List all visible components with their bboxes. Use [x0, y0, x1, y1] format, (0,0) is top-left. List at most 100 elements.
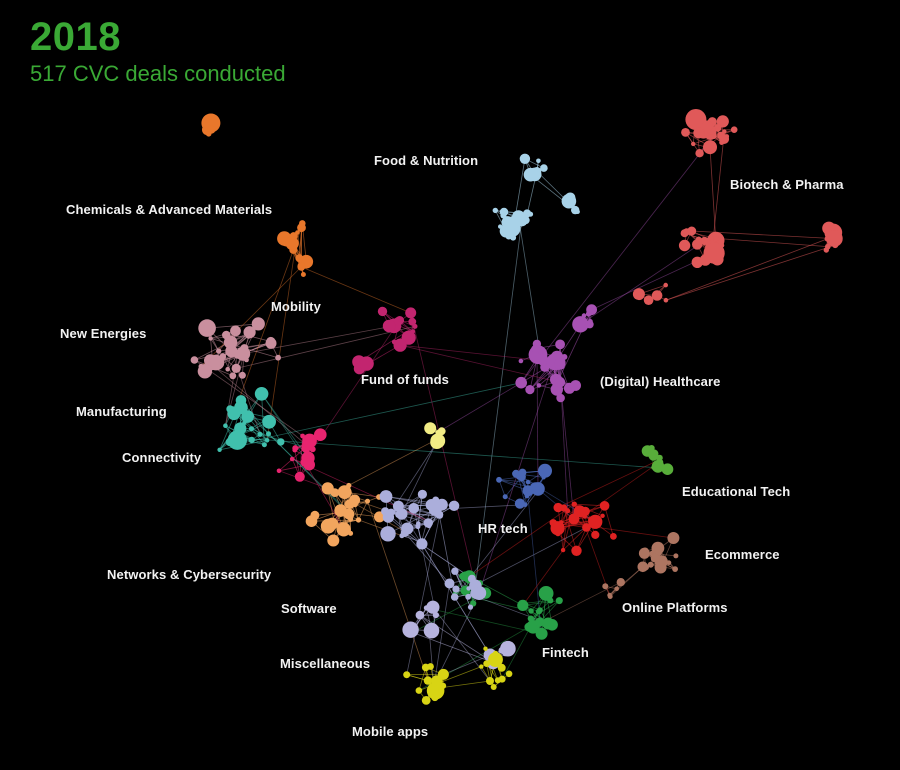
network-node[interactable] — [560, 547, 566, 553]
network-node[interactable] — [602, 583, 609, 590]
network-node[interactable] — [395, 511, 402, 518]
network-node[interactable] — [426, 600, 440, 614]
network-node[interactable] — [261, 442, 267, 448]
network-node[interactable] — [637, 561, 649, 573]
network-node[interactable] — [379, 490, 393, 503]
network-node[interactable] — [531, 482, 545, 496]
network-node[interactable] — [663, 297, 669, 303]
network-node[interactable] — [650, 553, 660, 563]
network-node[interactable] — [303, 458, 316, 471]
network-node[interactable] — [415, 610, 425, 620]
network-node[interactable] — [380, 526, 396, 542]
network-node[interactable] — [666, 560, 672, 565]
network-node[interactable] — [555, 339, 565, 350]
network-node[interactable] — [502, 494, 508, 500]
network-node[interactable] — [500, 640, 516, 657]
network-node[interactable] — [437, 427, 446, 436]
network-node[interactable] — [238, 371, 246, 379]
network-node[interactable] — [553, 502, 563, 513]
network-node[interactable] — [228, 434, 237, 443]
network-node[interactable] — [703, 140, 717, 155]
network-node[interactable] — [610, 533, 617, 540]
network-node[interactable] — [197, 364, 213, 379]
network-node[interactable] — [410, 329, 416, 334]
network-node[interactable] — [266, 336, 276, 347]
network-node[interactable] — [568, 513, 580, 525]
network-node[interactable] — [300, 272, 306, 277]
network-node[interactable] — [570, 380, 581, 391]
network-node[interactable] — [428, 502, 442, 516]
network-node[interactable] — [716, 115, 729, 128]
network-node[interactable] — [424, 422, 437, 435]
network-node[interactable] — [327, 534, 340, 547]
network-node[interactable] — [518, 358, 524, 364]
network-node[interactable] — [451, 567, 459, 575]
network-node[interactable] — [448, 500, 460, 511]
network-node[interactable] — [702, 120, 714, 132]
network-node[interactable] — [654, 561, 667, 574]
network-node[interactable] — [505, 670, 513, 678]
network-node[interactable] — [535, 627, 548, 640]
network-node[interactable] — [616, 578, 625, 587]
network-node[interactable] — [292, 445, 299, 452]
network-node[interactable] — [494, 677, 501, 684]
network-node[interactable] — [434, 435, 442, 443]
network-node[interactable] — [498, 224, 503, 229]
network-node[interactable] — [264, 438, 270, 443]
network-node[interactable] — [575, 209, 580, 214]
network-node[interactable] — [582, 523, 591, 532]
network-node[interactable] — [208, 336, 213, 341]
network-node[interactable] — [522, 502, 528, 508]
network-node[interactable] — [230, 325, 241, 337]
network-node[interactable] — [599, 501, 610, 511]
network-node[interactable] — [190, 356, 199, 364]
network-node[interactable] — [547, 597, 554, 604]
network-node[interactable] — [496, 476, 502, 483]
network-node[interactable] — [381, 507, 390, 516]
network-node[interactable] — [648, 451, 659, 461]
network-node[interactable] — [535, 617, 545, 627]
network-node[interactable] — [294, 471, 305, 482]
network-node[interactable] — [467, 574, 476, 583]
network-node[interactable] — [198, 319, 216, 337]
network-node[interactable] — [266, 431, 271, 437]
network-node[interactable] — [331, 521, 339, 529]
network-node[interactable] — [700, 236, 709, 246]
network-node[interactable] — [251, 317, 265, 331]
network-node[interactable] — [538, 350, 543, 355]
network-node[interactable] — [538, 463, 552, 478]
network-node[interactable] — [344, 492, 350, 498]
network-node[interactable] — [523, 167, 538, 182]
network-node[interactable] — [678, 239, 691, 252]
network-node[interactable] — [374, 511, 385, 523]
network-node[interactable] — [302, 433, 317, 448]
network-node[interactable] — [488, 652, 503, 667]
network-node[interactable] — [431, 693, 439, 702]
network-node[interactable] — [691, 141, 696, 147]
network-node[interactable] — [600, 513, 605, 518]
network-node[interactable] — [423, 518, 433, 528]
network-node[interactable] — [249, 426, 254, 432]
network-node[interactable] — [554, 358, 566, 370]
network-node[interactable] — [585, 320, 594, 329]
network-node[interactable] — [713, 235, 720, 242]
network-node[interactable] — [403, 671, 411, 679]
network-node[interactable] — [229, 372, 237, 380]
network-node[interactable] — [571, 545, 582, 556]
network-node[interactable] — [277, 438, 285, 446]
network-node[interactable] — [470, 587, 482, 599]
network-node[interactable] — [661, 463, 674, 476]
network-node[interactable] — [243, 326, 256, 339]
network-node[interactable] — [359, 356, 374, 371]
network-node[interactable] — [267, 415, 272, 421]
network-node[interactable] — [254, 387, 269, 401]
network-node[interactable] — [490, 684, 497, 690]
network-node[interactable] — [343, 508, 355, 520]
network-node[interactable] — [681, 127, 690, 137]
network-node[interactable] — [408, 317, 417, 326]
network-node[interactable] — [297, 223, 306, 233]
network-node[interactable] — [225, 366, 230, 372]
network-node[interactable] — [217, 447, 222, 452]
network-node[interactable] — [382, 319, 396, 333]
network-node[interactable] — [647, 561, 654, 568]
